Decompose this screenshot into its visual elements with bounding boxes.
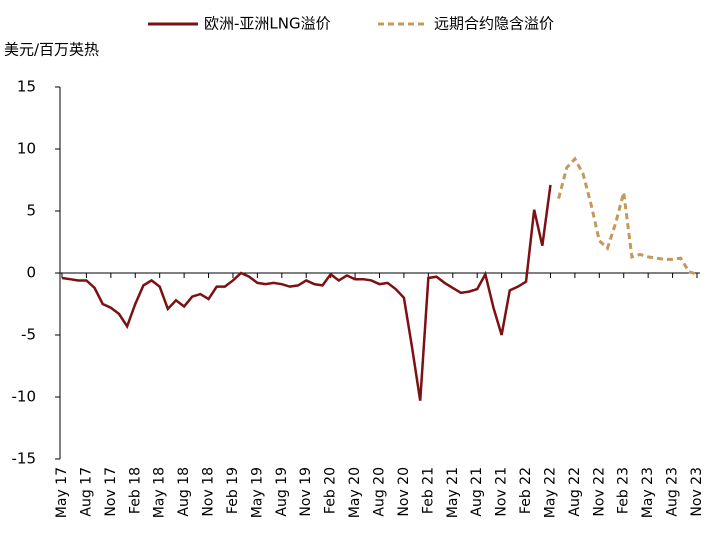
x-tick-label: Nov 20 — [396, 467, 412, 517]
y-tick-label: -15 — [12, 450, 37, 468]
x-tick-label: Feb 22 — [518, 467, 534, 514]
series-line — [61, 184, 552, 401]
y-tick-label: 10 — [17, 140, 36, 158]
x-tick-label: May 22 — [542, 467, 558, 518]
y-tick-label: -5 — [21, 326, 36, 344]
y-axis-label: 美元/百万英热 — [4, 41, 99, 59]
legend-label: 远期合约隐含溢价 — [434, 15, 554, 33]
x-tick-label: Nov 22 — [591, 467, 607, 517]
x-tick-label: May 19 — [249, 467, 265, 518]
series-line — [557, 156, 698, 276]
x-tick-label: Nov 17 — [103, 467, 119, 517]
x-tick-label: Nov 21 — [494, 467, 510, 517]
y-tick-label: 5 — [26, 202, 36, 220]
x-tick-label: Nov 23 — [689, 467, 705, 517]
y-tick-label: -10 — [12, 388, 37, 406]
x-tick-label: Nov 19 — [298, 467, 314, 517]
x-tick-label: May 20 — [347, 467, 363, 518]
x-tick-label: Feb 18 — [127, 467, 143, 514]
x-tick-label: Feb 23 — [616, 467, 632, 514]
legend-label: 欧洲-亚洲LNG溢价 — [204, 15, 331, 33]
x-tick-label: May 18 — [152, 467, 168, 518]
x-tick-label: Nov 18 — [201, 467, 217, 517]
x-tick-label: May 23 — [640, 467, 656, 518]
x-tick-label: Aug 23 — [665, 467, 681, 517]
x-tick-label: Aug 22 — [567, 467, 583, 517]
x-tick-label: Aug 18 — [176, 467, 192, 517]
x-tick-label: Feb 20 — [323, 467, 339, 514]
x-tick-label: May 21 — [445, 467, 461, 518]
x-tick-label: Aug 19 — [274, 467, 290, 517]
y-tick-label: 0 — [26, 264, 36, 282]
y-tick-label: 15 — [17, 78, 36, 96]
x-tick-label: Aug 21 — [469, 467, 485, 517]
x-tick-label: Feb 19 — [225, 467, 241, 514]
x-tick-label: May 17 — [54, 467, 70, 518]
x-tick-label: Feb 21 — [420, 467, 436, 514]
x-tick-label: Aug 20 — [372, 467, 388, 517]
x-tick-label: Aug 17 — [78, 467, 94, 517]
